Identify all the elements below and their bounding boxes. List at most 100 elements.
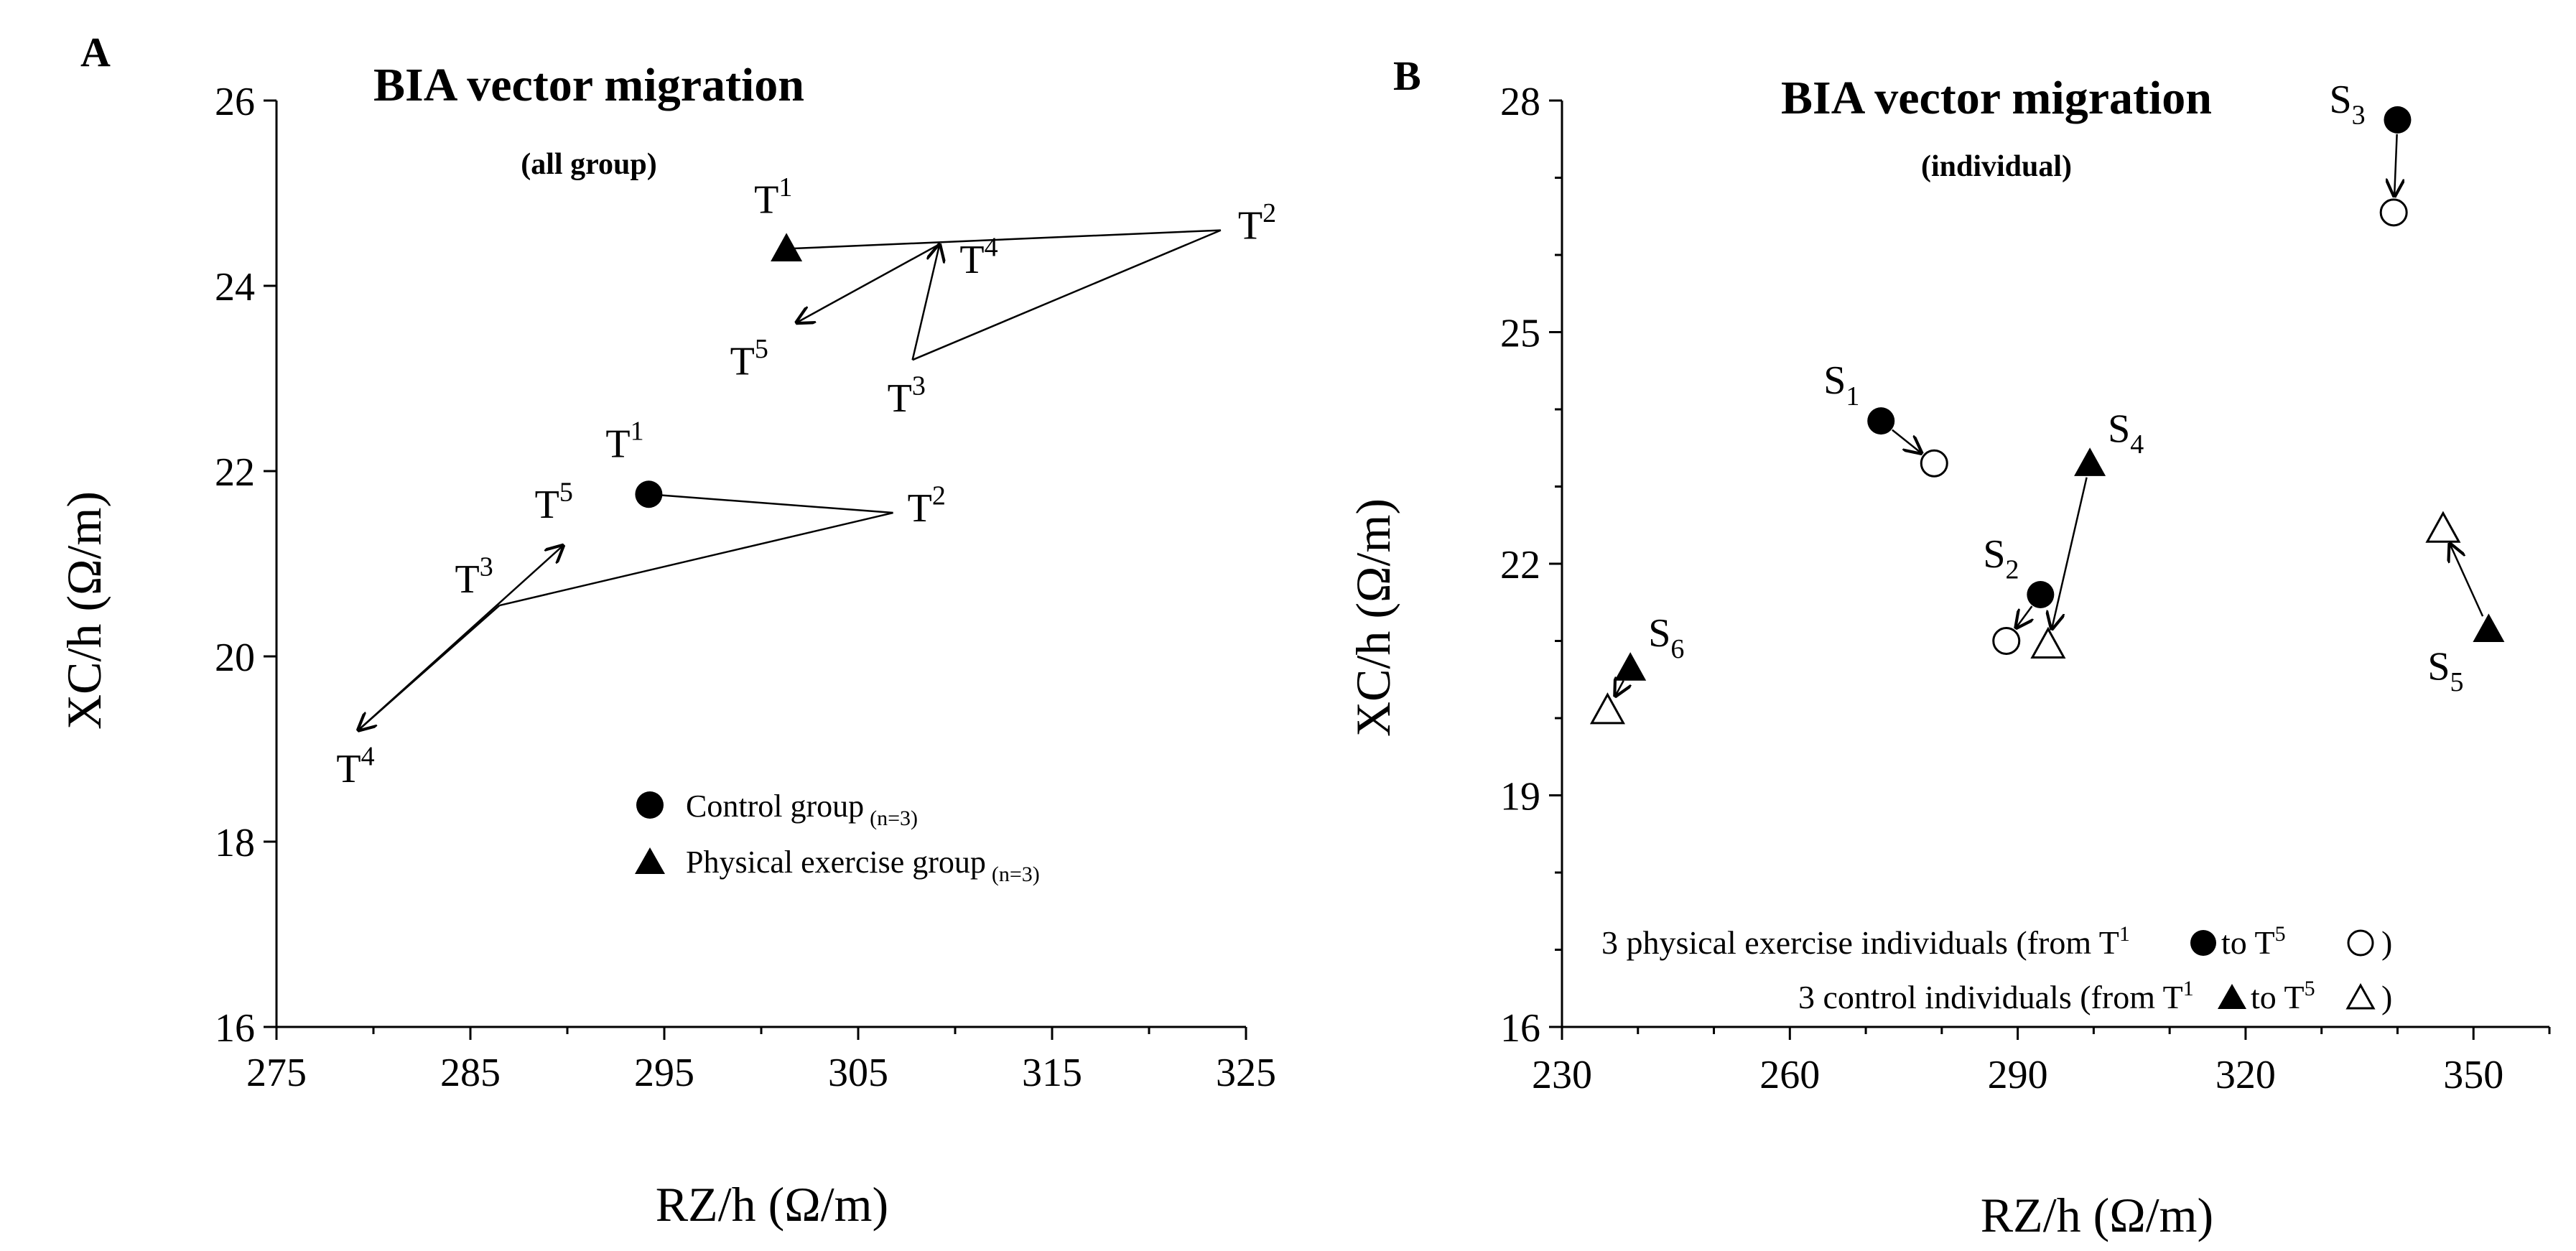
panel-b-exercise-start-marker — [2027, 581, 2055, 608]
panel-a-subtitle: (all group) — [521, 148, 656, 181]
panel-a-y-tick-label: 24 — [215, 265, 255, 310]
legend-open-triangle-marker — [2345, 982, 2376, 1010]
panel-a-exercise-point-label: T2 — [1238, 198, 1276, 248]
panel-a-exercise-point-label-sup: 1 — [778, 172, 792, 203]
panel-a-control-point-label-base: T — [455, 557, 480, 602]
panel-b-title: BIA vector migration — [1781, 72, 2212, 124]
legend-open-circle-marker — [2347, 929, 2374, 957]
panel-a-exercise-start-marker — [771, 233, 803, 261]
panel-a-y-tick-label: 26 — [215, 80, 255, 124]
panel-a-exercise-point-label-base: T — [1238, 204, 1263, 248]
panel-b-individual-label: S1 — [1823, 358, 1859, 411]
panel-a-control-segment — [648, 493, 893, 514]
legend-exercise-to-label: to T5 — [2221, 922, 2286, 961]
panel-b-individual-label-sub: 4 — [2130, 429, 2144, 460]
panel-b-y-tick-label: 16 — [1500, 1006, 1540, 1051]
panel-b-y-tick-label: 22 — [1500, 543, 1540, 587]
panel-b-label: B — [1393, 52, 1421, 99]
panel-b-control-start-marker — [1614, 652, 1647, 681]
legend-triangle-marker — [635, 847, 665, 874]
panel-a-control-segment — [499, 511, 893, 607]
legend-item-exercise: Physical exercise group (n=3) — [635, 845, 1040, 886]
panel-b-exercise-end-marker — [1920, 449, 1948, 478]
panel-b-individual-label-base: S — [2427, 644, 2450, 689]
panel-a-exercise-point-label: T3 — [888, 371, 926, 422]
panel-a-control-point-label-sup: 1 — [631, 417, 644, 447]
panel-a: A BIA vector migration (all group) 275 28… — [57, 29, 1276, 1232]
panel-a-x-tick-label: 325 — [1216, 1051, 1276, 1095]
legend-exercise-individuals-label: 3 physical exercise individuals (from T1 — [1601, 922, 2130, 961]
legend-control-individuals-label: 3 control individuals (from T1 — [1798, 977, 2194, 1015]
panel-b-individual-label-base: S — [1823, 358, 1846, 403]
panel-b-individual-label-sub: 6 — [1670, 634, 1684, 664]
panel-b-x-axis-label: RZ/h (Ω/m) — [1981, 1188, 2213, 1242]
legend-circle-marker — [636, 791, 664, 819]
panel-a-control-point-label-sup: 5 — [559, 478, 573, 508]
panel-a-x-tick-label: 305 — [828, 1051, 888, 1095]
panel-a-control-point-label: T2 — [908, 481, 946, 531]
panel-a-exercise-segment — [786, 229, 1221, 250]
panel-a-x-tick-label: 295 — [634, 1051, 694, 1095]
legend-item-control: Control group (n=3) — [636, 789, 918, 830]
panel-b-subtitle: (individual) — [1921, 150, 2072, 183]
panel-b-x-tick-label: 290 — [1988, 1053, 2048, 1097]
panel-a-exercise-point-label-sup: 3 — [912, 371, 926, 401]
panel-a-exercise-point-label-base: T — [959, 238, 984, 282]
panel-b-individual-label-sub: 3 — [2352, 101, 2366, 131]
panel-b-individual-label: S4 — [2108, 406, 2144, 460]
panel-a-x-tick-label: 315 — [1022, 1051, 1082, 1095]
panel-b-individual-label: S5 — [2427, 644, 2463, 697]
panel-a-exercise-segment — [912, 229, 1222, 361]
panel-a-control-point-label-sup: 2 — [932, 481, 946, 511]
panel-a-y-tick-label: 18 — [215, 821, 255, 865]
panel-a-label: A — [80, 29, 111, 75]
panel-b-migration-arrow — [1615, 681, 1624, 697]
panel-a-control-point-label-base: T — [336, 747, 361, 791]
panel-a-exercise-point-label-sup: 2 — [1263, 198, 1276, 228]
legend-exercise-close-paren: ) — [2381, 924, 2392, 961]
panel-b-migration-arrow — [2016, 605, 2032, 628]
panel-b-exercise-start-marker — [2384, 106, 2412, 134]
panel-b-migration-arrow — [2052, 477, 2088, 630]
panel-a-control-point-label: T3 — [455, 552, 493, 603]
panel-b-x-tick-label: 350 — [2443, 1053, 2503, 1097]
panel-a-control-point-label: T4 — [336, 742, 374, 792]
panel-b-control-end-marker — [2425, 511, 2461, 543]
legend-control-close-paren: ) — [2381, 979, 2392, 1015]
panel-a-exercise-point-label: T1 — [754, 172, 792, 223]
panel-b-y-axis-label: XC/h (Ω/m) — [1346, 498, 1400, 737]
panel-a-x-tick-label: 285 — [440, 1051, 501, 1095]
panel-b-individual-label-base: S — [1648, 611, 1670, 656]
legend-item-exercise-individuals: 3 physical exercise individuals (from T1… — [1601, 922, 2392, 961]
panel-b-individual-label: S3 — [2329, 78, 2365, 131]
panel-a-exercise-point-label: T4 — [959, 232, 998, 282]
legend-exercise-label: Physical exercise group (n=3) — [686, 845, 1040, 886]
panel-b-y-tick-label: 19 — [1500, 775, 1540, 819]
panel-a-control-point-label: T5 — [535, 478, 573, 528]
panel-b-exercise-start-marker — [1867, 407, 1895, 435]
panel-b-legend: 3 physical exercise individuals (from T1… — [1601, 922, 2392, 1015]
panel-a-y-axis-label: XC/h (Ω/m) — [57, 491, 111, 730]
panel-b-individual-label-sub: 2 — [2006, 555, 2019, 585]
panel-b-individual-label-base: S — [2329, 78, 2351, 122]
panel-b-control-end-marker — [1589, 692, 1626, 725]
panel-a-x-tick-label: 275 — [246, 1051, 307, 1095]
panel-b-control-start-marker — [2473, 613, 2505, 642]
panel-b-x-tick-label: 260 — [1759, 1053, 1820, 1097]
legend-control-to-label: to T5 — [2251, 977, 2315, 1015]
panel-b-migration-arrow — [1892, 429, 1922, 454]
panel-b-individual-label-base: S — [1983, 532, 2005, 577]
panel-a-x-axis-label: RZ/h (Ω/m) — [656, 1177, 888, 1232]
panel-b-individual-label-base: S — [2108, 406, 2130, 451]
panel-a-control-segment — [357, 545, 563, 732]
panel-a-control-point-label-base: T — [908, 486, 932, 531]
panel-b-individual-label-sub: 5 — [2450, 667, 2464, 697]
panel-b-migration-arrow — [2394, 134, 2397, 197]
panel-b-y-tick-label: 25 — [1500, 312, 1540, 356]
panel-b: B BIA vector migration (individual) 230 2… — [1346, 52, 2551, 1242]
panel-b-migration-arrow — [2450, 544, 2484, 617]
legend-filled-triangle-marker — [2218, 984, 2246, 1009]
